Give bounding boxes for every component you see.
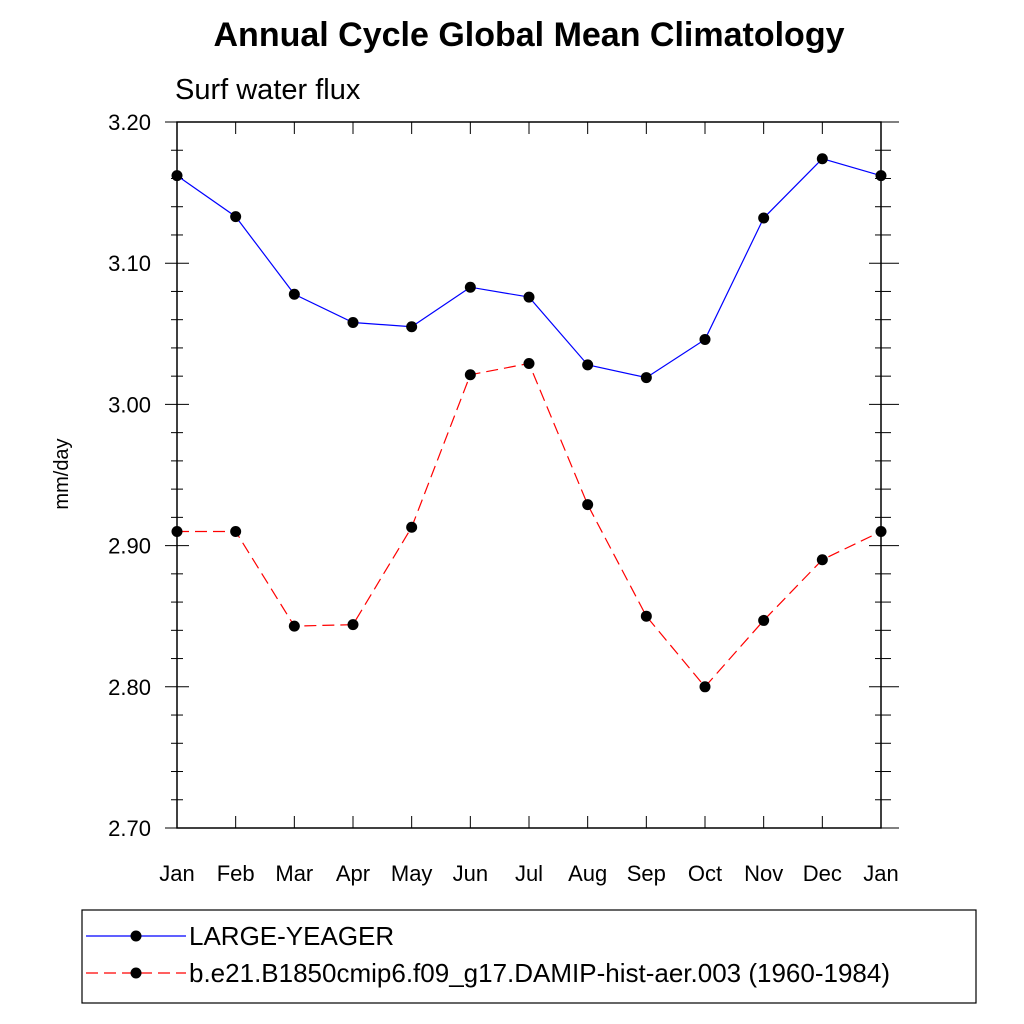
- x-tick-label: Jun: [453, 861, 488, 886]
- series-1-point: [816, 153, 828, 165]
- x-tick-label: Jul: [515, 861, 543, 886]
- series-2-point: [406, 521, 418, 533]
- x-tick-label: May: [391, 861, 433, 886]
- x-tick-label: Nov: [744, 861, 783, 886]
- series-2-point: [758, 614, 770, 626]
- x-tick-label: Aug: [568, 861, 607, 886]
- chart-subtitle: Surf water flux: [175, 74, 361, 106]
- legend-label-2: b.e21.B1850cmip6.f09_g17.DAMIP-hist-aer.…: [189, 958, 890, 988]
- x-tick-label: Feb: [217, 861, 255, 886]
- y-tick-labels: 2.70 2.80 2.90 3.00 3.10 3.20: [108, 110, 151, 841]
- y-tick-label: 2.70: [108, 816, 151, 841]
- y-tick-label: 3.10: [108, 251, 151, 276]
- legend-marker-1: [130, 930, 142, 942]
- axis-ticks: [165, 121, 899, 829]
- series-2-point: [582, 499, 594, 511]
- x-tick-label: Apr: [336, 861, 370, 886]
- series-2-point: [288, 620, 300, 632]
- x-tick-label: Dec: [803, 861, 842, 886]
- x-tick-labels: Jan Feb Mar Apr May Jun Jul Aug Sep Oct Nov Dec Jan: [159, 861, 898, 886]
- y-tick-label: 3.00: [108, 392, 151, 417]
- series-1-point: [288, 288, 300, 300]
- y-tick-label: 3.20: [108, 110, 151, 135]
- y-axis-label: mm/day: [51, 438, 73, 509]
- series-2-point: [230, 525, 242, 537]
- plot-frame: [176, 121, 882, 829]
- series-1-point: [640, 372, 652, 384]
- series-2-point: [523, 357, 535, 369]
- x-tick-label: Mar: [275, 861, 313, 886]
- series-1-point: [523, 291, 535, 303]
- series-2-point: [464, 369, 476, 381]
- series-1-point: [699, 333, 711, 345]
- series-layer: [171, 153, 887, 693]
- x-tick-label: Jan: [159, 861, 194, 886]
- series-2-point: [699, 681, 711, 693]
- legend-box: [81, 909, 977, 1004]
- chart-title: Annual Cycle Global Mean Climatology: [214, 16, 845, 54]
- series-line-2: [177, 362, 882, 688]
- series-2-point: [347, 619, 359, 631]
- y-tick-label: 2.90: [108, 534, 151, 559]
- legend-marker-2: [130, 967, 142, 979]
- legend-label-1: LARGE-YEAGER: [189, 921, 394, 951]
- x-tick-label: Jan: [863, 861, 898, 886]
- x-tick-label: Sep: [627, 861, 666, 886]
- series-1-point: [582, 359, 594, 371]
- y-tick-label: 2.80: [108, 675, 151, 700]
- x-tick-label: Oct: [688, 861, 722, 886]
- series-1-point: [406, 321, 418, 333]
- legend: LARGE-YEAGER b.e21.B1850cmip6.f09_g17.DAM…: [81, 909, 977, 1004]
- series-1-point: [464, 281, 476, 293]
- series-1-point: [347, 317, 359, 329]
- series-1-point: [230, 211, 242, 223]
- series-2-point: [816, 554, 828, 566]
- series-2-point: [640, 610, 652, 622]
- series-1-point: [758, 212, 770, 224]
- series-line-1: [176, 158, 882, 379]
